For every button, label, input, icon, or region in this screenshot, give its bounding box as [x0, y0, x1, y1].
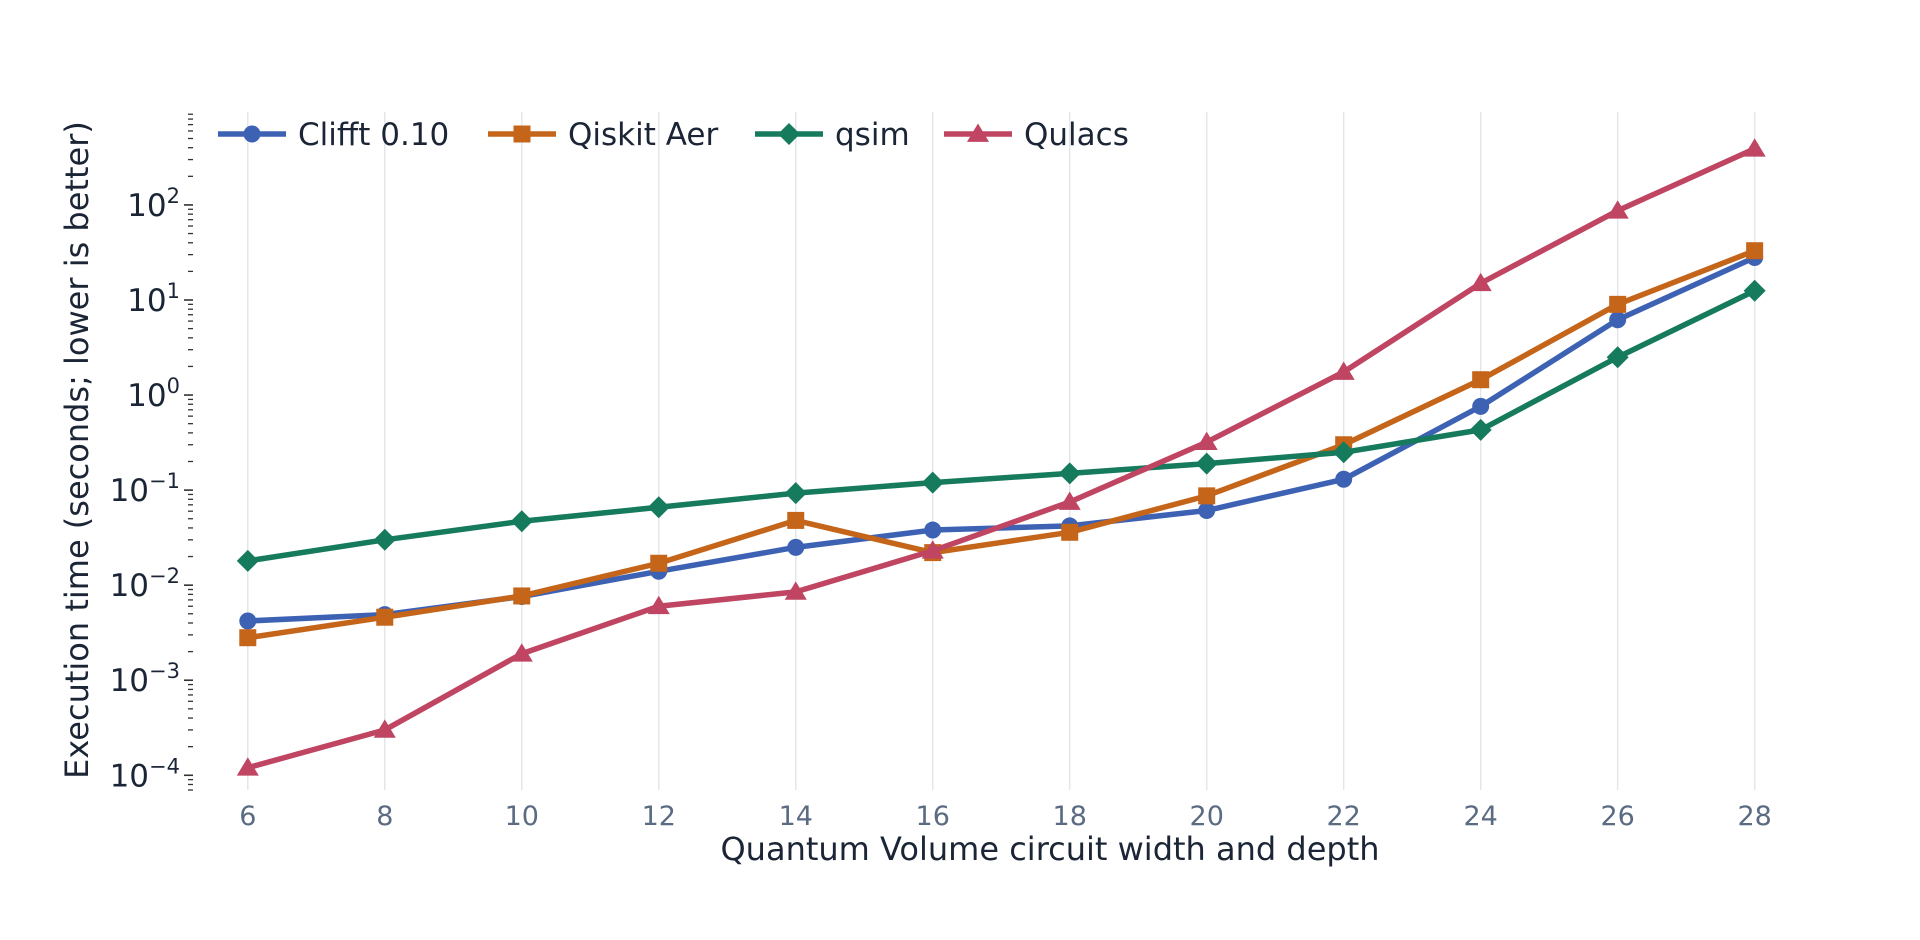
x-tick-label: 26 [1600, 801, 1634, 832]
series-line [245, 254, 1758, 624]
data-point [1058, 462, 1081, 485]
legend-swatch-marker [778, 123, 800, 145]
x-tick-label: 28 [1737, 801, 1771, 832]
data-point [1743, 138, 1766, 157]
x-tick-label: 20 [1190, 801, 1224, 832]
x-tick-label: 10 [505, 801, 539, 832]
data-point [784, 482, 807, 505]
series-clifft-0-10 [239, 248, 1764, 630]
data-point [924, 521, 942, 539]
data-point [513, 587, 531, 605]
legend-label: Qulacs [1024, 117, 1129, 153]
data-point [1332, 361, 1355, 380]
data-point [787, 511, 805, 529]
legend-swatch-marker [966, 123, 990, 142]
legend-label: Clifft 0.10 [298, 117, 449, 153]
x-tick-label: 12 [642, 801, 676, 832]
y-tick-label: 10−3 [110, 659, 180, 699]
legend-swatch-marker [243, 125, 261, 143]
data-point [1472, 371, 1490, 389]
data-point [1469, 418, 1492, 441]
y-tick-label: 101 [127, 279, 180, 319]
data-point [787, 538, 805, 556]
data-point [1335, 470, 1353, 488]
legend-item-clifft-0-10: Clifft 0.10 [218, 117, 449, 153]
x-axis-label: Quantum Volume circuit width and depth [720, 830, 1379, 868]
data-point [1609, 311, 1627, 329]
data-point [239, 612, 257, 630]
legend-item-qsim: qsim [755, 117, 910, 153]
y-tick-label: 102 [127, 184, 180, 224]
data-point [1198, 502, 1216, 520]
y-tick-label: 10−2 [110, 564, 180, 604]
legend: Clifft 0.10 Qiskit Aer qsim Qulacs [218, 117, 1129, 153]
data-point [1746, 242, 1764, 260]
data-point [1332, 441, 1355, 464]
data-point [1472, 397, 1490, 415]
y-tick-label: 10−1 [110, 469, 180, 509]
series-line [245, 288, 1758, 564]
data-point [510, 510, 533, 533]
data-point [1061, 523, 1079, 541]
y-axis-label: Execution time (seconds; lower is better… [58, 121, 96, 779]
x-tick-label: 16 [916, 801, 950, 832]
legend-swatch-marker [513, 125, 531, 143]
series-line [245, 146, 1758, 771]
y-axis: 10−4 10−3 10−2 10−1 100 101 102 [110, 113, 193, 794]
data-point [921, 471, 944, 494]
series-qsim [236, 279, 1766, 572]
data-point [1469, 272, 1492, 292]
data-point [1198, 487, 1216, 505]
x-tick-label: 14 [779, 801, 813, 832]
data-point [236, 757, 259, 776]
legend-item-qiskit-aer: Qiskit Aer [488, 117, 718, 153]
data-point [1195, 431, 1218, 450]
series-layer [236, 138, 1766, 776]
data-point [1606, 200, 1629, 219]
x-tick-label: 8 [376, 801, 393, 832]
x-tick-label: 6 [239, 801, 256, 832]
data-point [239, 629, 257, 647]
data-point [647, 595, 670, 615]
x-tick-label: 24 [1464, 801, 1498, 832]
data-point [236, 549, 259, 572]
data-point [1609, 295, 1627, 313]
data-point [1743, 279, 1766, 302]
legend-item-qulacs: Qulacs [944, 117, 1129, 153]
x-axis: 6 8 10 12 14 16 18 20 22 24 26 28 [239, 801, 1772, 832]
series-line [245, 247, 1758, 641]
data-point [1195, 452, 1218, 475]
x-tick-label: 22 [1327, 801, 1361, 832]
data-point [373, 719, 396, 738]
data-point [510, 643, 533, 662]
data-point [921, 540, 944, 559]
y-tick-label: 100 [127, 374, 180, 414]
series-qulacs [236, 138, 1766, 776]
data-point [373, 528, 396, 551]
data-point [650, 554, 668, 572]
data-point [376, 608, 394, 626]
legend-label: qsim [835, 117, 910, 153]
series-qiskit-aer [239, 242, 1764, 647]
legend-label: Qiskit Aer [568, 117, 718, 153]
data-point [784, 581, 807, 600]
data-point [647, 496, 670, 519]
y-tick-label: 10−4 [110, 754, 180, 794]
data-point [1606, 346, 1629, 369]
data-point [1058, 491, 1081, 510]
grid [247, 112, 1756, 790]
x-tick-label: 18 [1053, 801, 1087, 832]
